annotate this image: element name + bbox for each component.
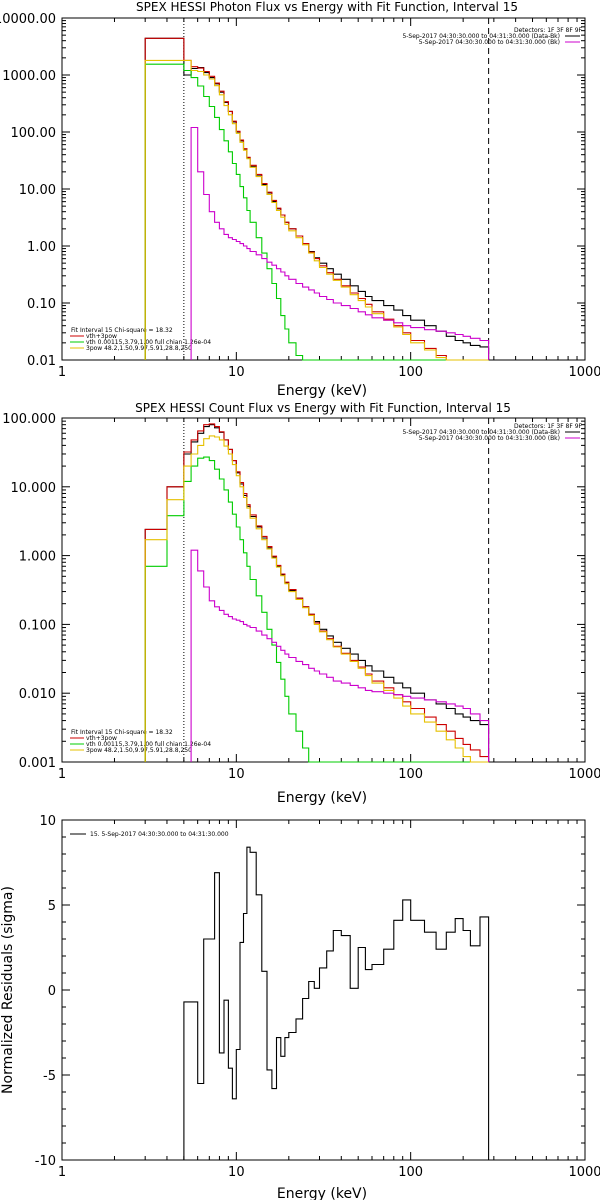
plot-frame [61, 417, 586, 763]
series-3pow [144, 59, 489, 361]
legend-vth3pow: vth+3pow [86, 735, 117, 742]
series-15-5-sep-2017-04-30-30-000-to-04-31-30-000 [183, 846, 490, 1160]
y-axis-label: Normalized Residuals (sigma) [0, 886, 16, 1094]
legend-vth3pow: vth+3pow [86, 333, 117, 340]
y-tick-label: 5 [48, 899, 56, 914]
legend-bk: 5-Sep-2017 04:30:30.000 to 04:31:30.000 … [419, 435, 560, 442]
x-tick-label: 10 [228, 1165, 245, 1180]
chart-title: SPEX HESSI Count Flux vs Energy with Fit… [135, 401, 511, 415]
plot-frame [61, 17, 586, 361]
x-tick-label: 1000 [568, 365, 600, 380]
legend-3pow: 3pow 48.2,1.50,9.97,5.91,28.8,250 [86, 747, 192, 754]
series-vth [144, 456, 489, 763]
y-tick-label: 10.00 [19, 183, 56, 198]
y-tick-label: 0.001 [19, 756, 56, 771]
x-tick-label: 1000 [568, 1165, 600, 1180]
y-tick-label: 100.000 [2, 412, 56, 427]
y-tick-label: 0.010 [19, 687, 56, 702]
series-bk [190, 549, 490, 762]
series-vth-3pow [144, 423, 490, 762]
series-vth [144, 63, 489, 361]
legend-fit-interval: Fit Interval 15 Chi-square = 18.32 [71, 729, 173, 736]
series-data-bk [144, 37, 490, 360]
legend-interval: 15. 5-Sep-2017 04:30:30.000 to 04:31:30.… [90, 831, 229, 838]
y-tick-label: 0.100 [19, 618, 56, 633]
series-vth-3pow [144, 37, 489, 361]
y-tick-label: -10 [35, 1154, 56, 1169]
plot-frame [61, 819, 586, 1161]
legend-detectors: Detectors: 1F 3F 8F 9F [514, 27, 583, 34]
y-tick-label: 10 [39, 814, 56, 829]
legend-bk: 5-Sep-2017 04:30:30.000 to 04:31:30.000 … [419, 39, 560, 46]
x-tick-label: 1 [58, 365, 66, 380]
y-tick-label: 1.000 [19, 550, 56, 565]
x-tick-label: 10 [228, 767, 245, 782]
y-tick-label: 10.000 [11, 481, 57, 496]
y-tick-label: 10000.00 [0, 12, 56, 27]
photon-flux-panel: SPEX HESSI Photon Flux vs Energy with Fi… [0, 0, 600, 399]
legend-vth: vth 0.00115,3.79,1.00 full chian 1.26e-0… [86, 741, 211, 748]
legend-detectors: Detectors: 1F 3F 8F 9F [514, 423, 583, 430]
series-data-bk [144, 424, 490, 762]
y-tick-label: 0 [48, 984, 56, 999]
y-tick-label: 1.00 [27, 240, 56, 255]
count-flux-panel: SPEX HESSI Count Flux vs Energy with Fit… [2, 401, 600, 806]
x-tick-label: 100 [398, 365, 423, 380]
legend-data-bk: 5-Sep-2017 04:30:30.000 to 04:31:30.000 … [402, 429, 560, 436]
x-axis-label: Energy (keV) [277, 383, 367, 399]
x-tick-label: 100 [398, 1165, 423, 1180]
residuals-panel: Energy (keV) Normalized Residuals (sigma… [0, 814, 600, 1200]
x-axis-label: Energy (keV) [277, 1186, 367, 1200]
series-bk [190, 126, 490, 360]
x-tick-label: 1 [58, 767, 66, 782]
x-tick-label: 1000 [568, 767, 600, 782]
y-tick-label: -5 [43, 1069, 56, 1084]
x-tick-label: 1 [58, 1165, 66, 1180]
x-tick-label: 100 [398, 767, 423, 782]
y-tick-label: 0.10 [27, 297, 56, 312]
legend-data-bk: 5-Sep-2017 04:30:30.000 to 04:31:30.000 … [402, 33, 560, 40]
chart-title: SPEX HESSI Photon Flux vs Energy with Fi… [136, 0, 518, 14]
y-tick-label: 100.00 [11, 126, 57, 141]
y-tick-label: 0.01 [27, 354, 56, 369]
y-tick-label: 1000.00 [2, 69, 56, 84]
legend-fit-interval: Fit Interval 15 Chi-square = 18.32 [71, 327, 173, 334]
series-3pow [144, 435, 489, 763]
x-tick-label: 10 [228, 365, 245, 380]
x-axis-label: Energy (keV) [277, 790, 367, 806]
legend-3pow: 3pow 48.2,1.50,9.97,5.91,28.8,250 [86, 345, 192, 352]
legend-vth: vth 0.00115,3.79,1.00 full chian 1.26e-0… [86, 339, 211, 346]
